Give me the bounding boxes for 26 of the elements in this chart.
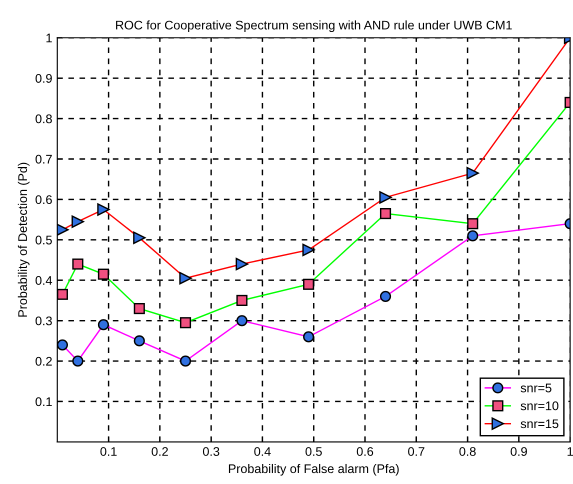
- y-tick-label: 0.6: [36, 195, 52, 204]
- x-tick-label: 0.5: [306, 447, 322, 456]
- x-tick-label: 0.8: [459, 447, 476, 456]
- y-tick-label: 0.4: [36, 276, 52, 285]
- x-tick-label: 0.3: [202, 447, 220, 456]
- x-tick-label: 0.4: [254, 447, 271, 456]
- y-tick-label: 0.3: [36, 316, 52, 326]
- y-tick-label: 0.9: [36, 74, 52, 83]
- y-tick-label: 0.2: [36, 356, 52, 366]
- x-tick-label: 1: [568, 447, 573, 456]
- y-tick-label: 0.7: [36, 154, 52, 164]
- y-axis-title: Probability of Detection (Pd): [18, 162, 30, 317]
- legend-label: snr=5: [520, 384, 552, 392]
- legend-label: snr=15: [520, 419, 558, 428]
- y-tick-label: 0.5: [36, 236, 52, 244]
- x-axis-title: Probability of False alarm (Pfa): [228, 464, 399, 476]
- y-tick-label: 0.1: [36, 397, 52, 406]
- x-tick-label: 0.2: [152, 447, 168, 456]
- x-tick-label: 0.1: [100, 447, 117, 456]
- y-tick-label: 0.8: [36, 114, 52, 124]
- chart-title: ROC for Cooperative Spectrum sensing with AND rule under UWB CM1: [116, 20, 512, 32]
- x-tick-label: 0.9: [510, 447, 527, 456]
- legend-label: snr=10: [520, 401, 558, 410]
- y-tick-label: 1: [46, 34, 52, 42]
- x-tick-label: 0.7: [408, 447, 424, 456]
- x-tick-label: 0.6: [356, 447, 374, 456]
